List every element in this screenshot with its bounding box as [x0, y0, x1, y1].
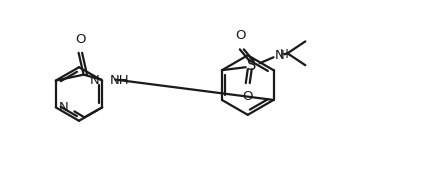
Text: O: O	[75, 33, 85, 46]
Text: O: O	[243, 90, 253, 103]
Text: N: N	[59, 101, 69, 114]
Text: O: O	[236, 29, 246, 42]
Text: S: S	[247, 58, 257, 73]
Text: N: N	[275, 49, 285, 62]
Text: H: H	[279, 48, 288, 61]
Text: N: N	[89, 74, 99, 87]
Text: NH: NH	[109, 74, 129, 87]
